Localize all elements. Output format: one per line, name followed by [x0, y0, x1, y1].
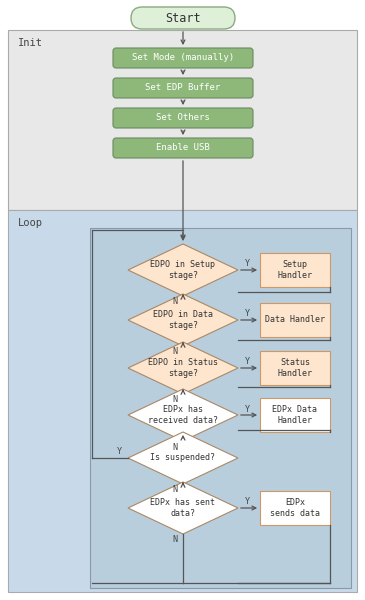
Text: EDPx Data
Handler: EDPx Data Handler	[273, 406, 318, 425]
Text: N: N	[173, 298, 177, 307]
Text: EDPx has sent
data?: EDPx has sent data?	[150, 498, 215, 518]
Text: Enable USB: Enable USB	[156, 143, 210, 152]
Polygon shape	[128, 432, 238, 484]
Text: Set Mode (manually): Set Mode (manually)	[132, 53, 234, 62]
Text: EDPx has
received data?: EDPx has received data?	[148, 406, 218, 425]
Text: N: N	[173, 347, 177, 356]
Bar	[260, 398, 330, 432]
Text: EDPx
sends data: EDPx sends data	[270, 498, 320, 518]
Text: Start: Start	[165, 11, 201, 25]
FancyBboxPatch shape	[113, 78, 253, 98]
Text: Y: Y	[245, 497, 250, 506]
Text: Y: Y	[116, 448, 122, 457]
FancyBboxPatch shape	[113, 138, 253, 158]
Text: N: N	[173, 395, 177, 404]
FancyBboxPatch shape	[113, 108, 253, 128]
Text: Y: Y	[245, 358, 250, 367]
Text: Status
Handler: Status Handler	[277, 358, 312, 378]
Polygon shape	[128, 294, 238, 346]
Text: Setup
Handler: Setup Handler	[277, 260, 312, 280]
Text: Y: Y	[245, 310, 250, 319]
Polygon shape	[128, 342, 238, 394]
Polygon shape	[128, 244, 238, 296]
FancyBboxPatch shape	[113, 48, 253, 68]
Bar	[260, 491, 330, 525]
Bar	[260, 253, 330, 287]
Text: Y: Y	[245, 404, 250, 413]
Text: EDPO in Status
stage?: EDPO in Status stage?	[148, 358, 218, 378]
Text: N: N	[173, 535, 177, 545]
Bar	[8, 30, 357, 210]
Text: EDPO in Data
stage?: EDPO in Data stage?	[153, 310, 213, 329]
Text: N: N	[173, 443, 177, 451]
Polygon shape	[128, 389, 238, 441]
Bar	[8, 210, 357, 592]
FancyBboxPatch shape	[131, 7, 235, 29]
Text: Data Handler: Data Handler	[265, 316, 325, 325]
Bar	[90, 228, 351, 588]
Bar	[260, 351, 330, 385]
Text: Init: Init	[18, 38, 43, 48]
Text: Set EDP Buffer: Set EDP Buffer	[145, 83, 220, 92]
Text: Loop: Loop	[18, 218, 43, 228]
Text: EDPO in Setup
stage?: EDPO in Setup stage?	[150, 260, 215, 280]
Bar	[260, 303, 330, 337]
Text: N: N	[173, 485, 177, 494]
Text: Y: Y	[245, 259, 250, 269]
Polygon shape	[128, 482, 238, 534]
Text: Is suspended?: Is suspended?	[150, 454, 215, 463]
Text: Set Others: Set Others	[156, 113, 210, 122]
